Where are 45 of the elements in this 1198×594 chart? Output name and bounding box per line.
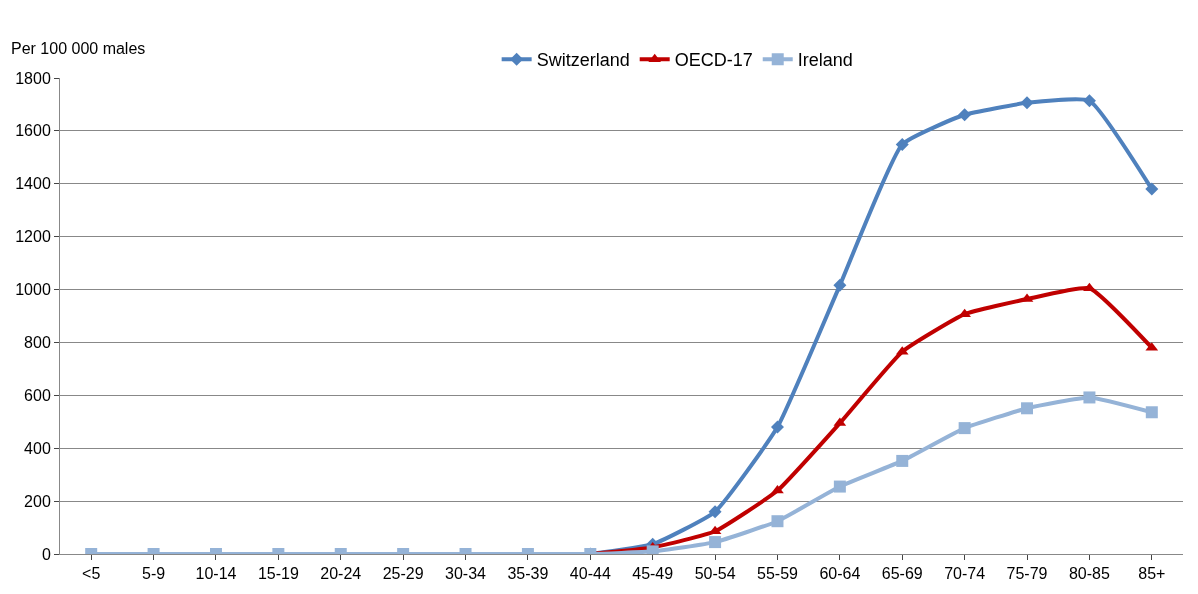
x-tick-label: 45-49 xyxy=(632,565,674,583)
point xyxy=(1083,391,1096,404)
x-tick-label: 10-14 xyxy=(195,565,237,583)
x-tick-label: 65-69 xyxy=(881,565,923,583)
point xyxy=(896,454,909,467)
y-tick-label: 600 xyxy=(24,386,51,404)
point xyxy=(1021,402,1034,415)
point xyxy=(770,420,784,434)
x-tick-label: 75-79 xyxy=(1006,565,1048,583)
x-tick-label: <5 xyxy=(82,565,101,583)
point xyxy=(1145,182,1159,196)
point xyxy=(958,108,972,122)
x-tick-label: 5-9 xyxy=(142,565,166,583)
legend-label: Ireland xyxy=(797,50,853,71)
y-tick-label: 1600 xyxy=(15,122,51,140)
x-tick-label: 35-39 xyxy=(507,565,549,583)
point xyxy=(833,278,847,292)
x-tick-label: 30-34 xyxy=(445,565,487,583)
point xyxy=(1020,96,1034,110)
point xyxy=(1145,406,1158,419)
y-tick-label: 1400 xyxy=(15,175,51,193)
x-tick-label: 70-74 xyxy=(944,565,986,583)
point xyxy=(1082,94,1096,108)
y-tick-label: 1000 xyxy=(15,281,51,299)
x-tick-label: 15-19 xyxy=(257,565,299,583)
y-tick-label: 200 xyxy=(24,492,51,510)
point xyxy=(895,137,909,151)
x-tick-label: 80-85 xyxy=(1068,565,1110,583)
x-tick-label: 20-24 xyxy=(320,565,362,583)
x-tick-label: 85+ xyxy=(1138,565,1166,583)
legend-label: OECD-17 xyxy=(674,50,753,71)
x-tick-label: 40-44 xyxy=(569,565,611,583)
x-tick-label: 60-64 xyxy=(819,565,861,583)
y-tick-label: 400 xyxy=(24,439,51,457)
point xyxy=(958,422,971,435)
legend-label: Switzerland xyxy=(536,50,630,71)
point xyxy=(833,480,846,493)
y-tick-label: 0 xyxy=(41,545,51,563)
y-axis-title: Per 100 000 males xyxy=(11,40,146,57)
y-tick-label: 1200 xyxy=(15,228,51,246)
x-tick-label: 25-29 xyxy=(382,565,424,583)
x-tick-label: 50-54 xyxy=(694,565,736,583)
y-tick-label: 1800 xyxy=(15,69,51,87)
x-tick-label: 55-59 xyxy=(757,565,799,583)
y-tick-label: 800 xyxy=(24,334,51,352)
